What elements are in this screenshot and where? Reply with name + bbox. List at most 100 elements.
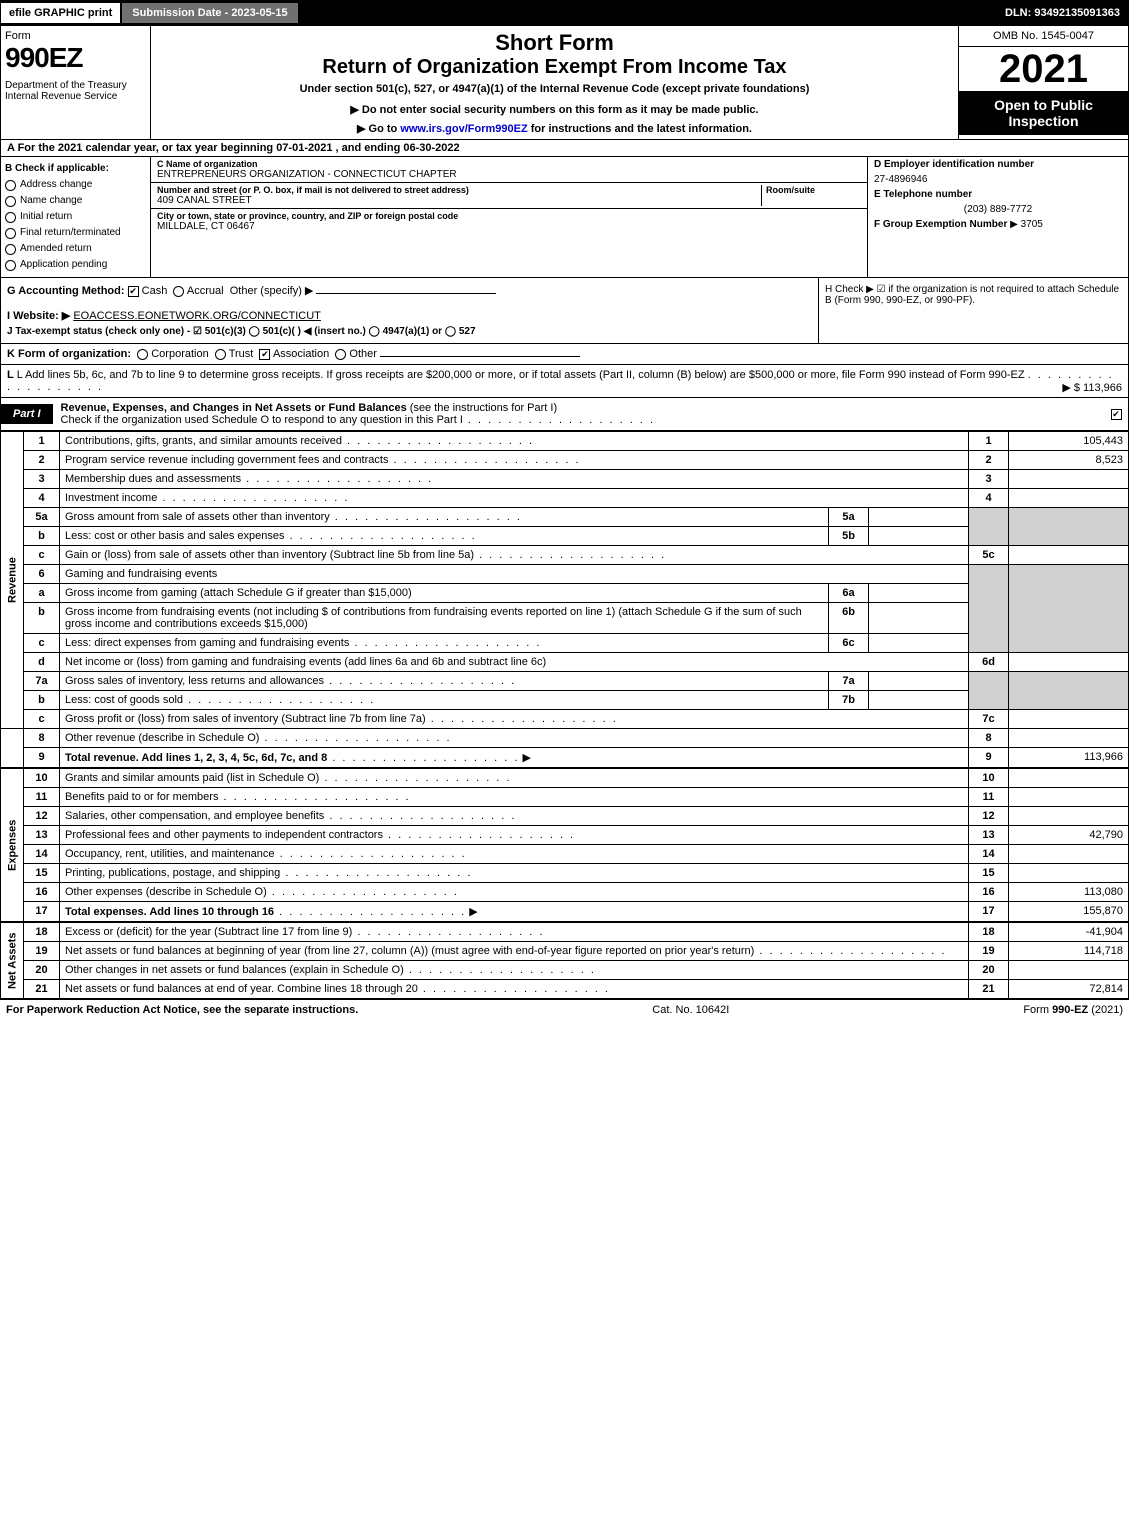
l14-rval: [1009, 845, 1129, 864]
footer-left: For Paperwork Reduction Act Notice, see …: [6, 1004, 358, 1016]
f-label: F Group Exemption Number: [874, 219, 1007, 230]
l7a-num: 7a: [24, 672, 60, 691]
l17-num: 17: [24, 902, 60, 922]
l20-num: 20: [24, 961, 60, 980]
revenue-table: Revenue 1 Contributions, gifts, grants, …: [0, 431, 1129, 768]
chk-application-pending[interactable]: [5, 260, 16, 271]
chk-schedule-o[interactable]: [1111, 409, 1122, 420]
b-item-2: Initial return: [20, 209, 72, 225]
l9-num: 9: [24, 748, 60, 768]
l6d-num: d: [24, 653, 60, 672]
l9-desc: Total revenue. Add lines 1, 2, 3, 4, 5c,…: [65, 752, 327, 764]
k-other-input[interactable]: [380, 356, 580, 357]
l5c-rnum: 5c: [969, 546, 1009, 565]
chk-address-change[interactable]: [5, 180, 16, 191]
chk-initial-return[interactable]: [5, 212, 16, 223]
l19-rnum: 19: [969, 942, 1009, 961]
top-bar: efile GRAPHIC print Submission Date - 20…: [0, 0, 1129, 26]
header-left: Form 990EZ Department of the Treasury In…: [1, 26, 151, 139]
j-label: J Tax-exempt status (check only one) - ☑…: [7, 326, 476, 337]
g-other: Other (specify) ▶: [230, 285, 314, 297]
l5c-rval: [1009, 546, 1129, 565]
l6c-num: c: [24, 634, 60, 653]
l7c-rnum: 7c: [969, 710, 1009, 729]
g-cash: Cash: [142, 285, 168, 297]
l5b-subval: [869, 527, 969, 546]
l2-desc: Program service revenue including govern…: [65, 454, 388, 466]
l14-desc: Occupancy, rent, utilities, and maintena…: [65, 848, 275, 860]
l12-rval: [1009, 807, 1129, 826]
short-form-title: Short Form: [159, 30, 950, 56]
l6b-num: b: [24, 603, 60, 634]
netassets-table: Net Assets 18 Excess or (deficit) for th…: [0, 922, 1129, 999]
l7c-rval: [1009, 710, 1129, 729]
col-b: B Check if applicable: Address change Na…: [1, 157, 151, 277]
chk-amended-return[interactable]: [5, 244, 16, 255]
l-amount: ▶ $ 113,966: [1062, 381, 1122, 394]
chk-association[interactable]: [259, 349, 270, 360]
chk-other[interactable]: [335, 349, 346, 360]
h-right: H Check ▶ ☑ if the organization is not r…: [818, 278, 1128, 343]
l6a-sublabel: 6a: [829, 584, 869, 603]
l17-rnum: 17: [969, 902, 1009, 922]
k-label: K Form of organization:: [7, 348, 131, 360]
b-item-3: Final return/terminated: [20, 225, 121, 241]
l8-num: 8: [24, 729, 60, 748]
l1-rval: 105,443: [1009, 432, 1129, 451]
l5b-desc: Less: cost or other basis and sales expe…: [65, 530, 285, 542]
l14-num: 14: [24, 845, 60, 864]
section-a: A For the 2021 calendar year, or tax yea…: [0, 140, 1129, 157]
l5a-sublabel: 5a: [829, 508, 869, 527]
goto-pre: ▶ Go to: [357, 123, 400, 135]
l11-num: 11: [24, 788, 60, 807]
irs-link[interactable]: www.irs.gov/Form990EZ: [400, 123, 527, 135]
l12-rnum: 12: [969, 807, 1009, 826]
l16-desc: Other expenses (describe in Schedule O): [65, 886, 267, 898]
goto-line: ▶ Go to www.irs.gov/Form990EZ for instru…: [159, 122, 950, 135]
ein: 27-4896946: [874, 174, 1122, 185]
g-other-input[interactable]: [316, 293, 496, 294]
chk-accrual[interactable]: [173, 286, 184, 297]
street: 409 CANAL STREET: [157, 195, 761, 206]
l6d-rnum: 6d: [969, 653, 1009, 672]
l3-desc: Membership dues and assessments: [65, 473, 241, 485]
org-name: ENTREPRENEURS ORGANIZATION - CONNECTICUT…: [157, 169, 861, 180]
l14-rnum: 14: [969, 845, 1009, 864]
part-i-title: Revenue, Expenses, and Changes in Net As…: [53, 398, 1104, 430]
sidecat-revenue: Revenue: [1, 432, 24, 729]
sidecat-netassets: Net Assets: [1, 923, 24, 999]
l10-desc: Grants and similar amounts paid (list in…: [65, 772, 319, 784]
l7c-num: c: [24, 710, 60, 729]
l6c-desc: Less: direct expenses from gaming and fu…: [65, 637, 349, 649]
part-i-title-bold: Revenue, Expenses, and Changes in Net As…: [61, 402, 407, 414]
k-opt-2: Association: [273, 348, 329, 360]
l11-rval: [1009, 788, 1129, 807]
l9-rval: 113,966: [1009, 748, 1129, 768]
l5a-subval: [869, 508, 969, 527]
room-suite-label: Room/suite: [766, 185, 861, 195]
l15-desc: Printing, publications, postage, and shi…: [65, 867, 280, 879]
l5b-num: b: [24, 527, 60, 546]
l6a-desc: Gross income from gaming (attach Schedul…: [65, 587, 412, 599]
l6-num: 6: [24, 565, 60, 584]
chk-cash[interactable]: [128, 286, 139, 297]
l7b-num: b: [24, 691, 60, 710]
chk-name-change[interactable]: [5, 196, 16, 207]
chk-corporation[interactable]: [137, 349, 148, 360]
city: MILLDALE, CT 06467: [157, 221, 861, 232]
chk-final-return[interactable]: [5, 228, 16, 239]
l11-desc: Benefits paid to or for members: [65, 791, 218, 803]
chk-trust[interactable]: [215, 349, 226, 360]
l13-desc: Professional fees and other payments to …: [65, 829, 383, 841]
website[interactable]: EOACCESS.EONETWORK.ORG/CONNECTICUT: [73, 310, 321, 322]
l5a-desc: Gross amount from sale of assets other t…: [65, 511, 330, 523]
l6c-sublabel: 6c: [829, 634, 869, 653]
row-l: L L Add lines 5b, 6c, and 7b to line 9 t…: [0, 365, 1129, 398]
part-i-bar: Part I Revenue, Expenses, and Changes in…: [0, 398, 1129, 431]
efile-print[interactable]: efile GRAPHIC print: [1, 3, 122, 23]
l10-rval: [1009, 769, 1129, 788]
l19-desc: Net assets or fund balances at beginning…: [65, 945, 754, 957]
l10-num: 10: [24, 769, 60, 788]
l1-num: 1: [24, 432, 60, 451]
l8-rval: [1009, 729, 1129, 748]
